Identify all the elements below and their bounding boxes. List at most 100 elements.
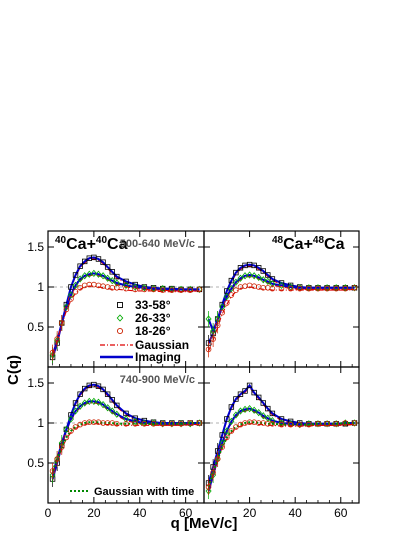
legend-label-2: 18-26° [135, 324, 171, 338]
data-point-bottom-right-0 [269, 410, 276, 417]
data-point-top-left-0 [100, 259, 106, 265]
data-point-bottom-right-1 [237, 407, 244, 415]
data-point-bottom-left-0 [82, 385, 88, 392]
data-point-bottom-right-0 [251, 389, 257, 396]
data-point-top-right-1 [251, 272, 258, 280]
data-point-bottom-left-0 [72, 400, 79, 406]
x-tick-label-bottom-right: 60 [334, 506, 348, 520]
data-point-bottom-left-2 [196, 420, 203, 426]
data-point-bottom-left-2 [68, 428, 74, 434]
data-point-bottom-right-2 [306, 421, 312, 428]
data-point-top-left-2 [150, 286, 157, 293]
data-point-bottom-left-2 [169, 420, 175, 427]
data-point-bottom-right-0 [260, 400, 266, 406]
data-point-bottom-right-2 [205, 484, 212, 490]
legend-label-1: 26-33° [135, 311, 171, 325]
data-point-bottom-right-2 [351, 420, 358, 426]
legend-time-label: Gaussian with time [94, 486, 194, 498]
data-point-top-right-1 [269, 280, 276, 288]
data-point-top-right-1 [242, 272, 249, 280]
data-point-bottom-left-2 [58, 444, 65, 450]
data-point-bottom-right-1 [223, 427, 230, 435]
data-point-top-left-2 [114, 284, 120, 291]
legend-marker-0 [117, 302, 123, 308]
data-point-bottom-right-0 [224, 416, 230, 422]
data-point-bottom-right-2 [287, 421, 294, 428]
data-point-bottom-right-0 [242, 388, 248, 394]
data-point-top-left-1 [122, 281, 130, 290]
y-axis-label: C(q) [5, 355, 22, 385]
data-point-top-right-0 [265, 272, 271, 278]
data-point-bottom-right-0 [265, 405, 271, 412]
data-point-top-left-2 [49, 349, 56, 356]
data-point-top-left-2 [187, 287, 194, 294]
data-point-top-right-1 [278, 281, 285, 290]
data-point-bottom-right-0 [246, 382, 253, 389]
data-point-top-left-1 [141, 284, 148, 292]
x-tick-label-bottom-left: 60 [179, 506, 193, 520]
data-point-top-right-1 [237, 274, 244, 282]
data-point-bottom-right-0 [228, 404, 235, 410]
data-point-bottom-left-1 [67, 415, 74, 423]
data-point-top-left-0 [77, 263, 83, 269]
data-point-top-right-2 [333, 285, 340, 292]
data-point-top-left-1 [100, 272, 107, 280]
data-point-top-left-1 [90, 269, 97, 278]
data-point-bottom-left-2 [49, 468, 56, 474]
panels-group: 0.5 1 1.5 0 20 40 60 0.5 1 1.5 20 40 60 [27, 230, 360, 520]
data-point-top-left-0 [68, 284, 74, 290]
data-point-top-right-2 [210, 336, 216, 342]
x-tick-label-bottom-left: 0 [45, 506, 52, 520]
data-point-top-right-2 [351, 284, 358, 291]
data-point-top-left-2 [123, 285, 129, 292]
data-point-bottom-right-2 [324, 420, 330, 427]
data-point-bottom-left-1 [178, 420, 185, 428]
data-point-top-right-2 [233, 287, 239, 294]
y-tick-label-bottom-left: 0.5 [27, 456, 44, 470]
x-tick-label-bottom-right: 40 [288, 506, 302, 520]
data-point-top-left-1 [67, 291, 74, 299]
data-point-top-left-1 [95, 270, 102, 278]
legend-marker-2 [116, 327, 124, 335]
data-point-top-right-1 [205, 315, 212, 323]
legend-marker-1 [116, 314, 124, 322]
data-point-bottom-right-0 [278, 416, 285, 422]
data-point-bottom-right-1 [228, 417, 235, 426]
data-point-bottom-left-2 [114, 420, 120, 427]
data-point-top-right-2 [269, 285, 276, 292]
data-point-top-right-1 [223, 292, 230, 301]
data-point-top-left-2 [141, 286, 148, 293]
data-point-bottom-left-1 [90, 397, 97, 406]
data-point-bottom-left-2 [54, 456, 60, 462]
data-point-bottom-right-2 [233, 424, 239, 430]
data-point-top-left-2 [54, 336, 60, 342]
data-point-top-right-2 [205, 346, 212, 353]
y-tick-label-top-left: 1 [37, 280, 44, 294]
data-point-top-left-0 [82, 258, 88, 265]
data-point-bottom-left-1 [100, 400, 107, 409]
x-tick-label-bottom-left: 20 [87, 506, 101, 520]
y-tick-label-bottom-left: 1.5 [27, 376, 44, 390]
legend-label-0: 33-58° [135, 298, 171, 312]
data-point-top-right-2 [287, 285, 294, 292]
data-point-top-right-1 [246, 271, 253, 279]
data-point-bottom-right-2 [214, 456, 221, 462]
data-point-bottom-right-1 [260, 412, 267, 420]
data-point-bottom-left-0 [95, 383, 102, 389]
data-point-bottom-left-1 [77, 402, 84, 410]
data-point-bottom-right-1 [242, 405, 249, 414]
data-point-bottom-right-2 [342, 420, 349, 426]
data-point-bottom-left-1 [132, 417, 139, 426]
data-point-top-right-1 [260, 276, 267, 284]
data-point-bottom-right-2 [223, 434, 230, 441]
data-point-bottom-left-0 [109, 397, 115, 403]
data-point-bottom-right-2 [278, 421, 285, 428]
data-point-top-left-0 [104, 264, 111, 270]
y-tick-label-bottom-left: 1 [37, 416, 44, 430]
data-point-bottom-left-0 [114, 402, 120, 409]
data-point-top-left-1 [104, 274, 111, 282]
data-point-top-left-0 [95, 256, 102, 262]
